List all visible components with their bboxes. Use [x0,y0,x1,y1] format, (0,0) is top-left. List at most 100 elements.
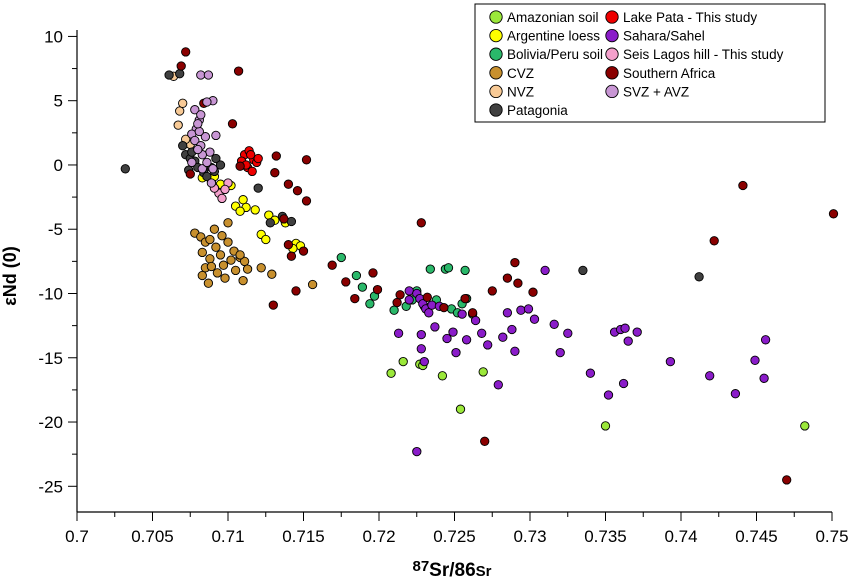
data-point [238,275,248,286]
legend-marker [489,28,503,43]
data-point [203,70,214,80]
data-point [430,322,440,332]
data-point [233,66,244,76]
x-tick-label: 0.72 [362,527,395,546]
legend-marker [605,28,619,43]
legend-marker [489,47,503,61]
data-point [176,61,186,71]
data-point [750,355,760,365]
y-tick-label: -25 [38,477,63,496]
data-point [437,371,448,381]
x-tick-label: 0.735 [584,527,627,546]
data-point [301,196,312,206]
data-point [448,327,458,337]
data-point [208,164,218,174]
data-point [267,269,277,279]
data-point [205,254,215,264]
data-point [196,110,206,120]
y-tick-label: 5 [54,92,63,111]
data-point [283,240,294,250]
data-point [235,250,245,260]
data-point [665,356,676,367]
data-point [368,268,378,278]
legend-label: Sahara/Sahel [623,29,705,44]
data-point [197,247,207,258]
data-point [392,297,402,308]
data-point [395,290,405,300]
data-point [181,47,191,57]
data-point [200,132,211,142]
x-tick-label: 0.74 [664,527,697,546]
data-point [226,255,236,265]
legend-label: Patagonia [507,103,568,118]
data-point [193,119,203,129]
data-point [307,279,318,290]
data-point [705,371,715,381]
data-point [279,214,289,224]
data-point [563,328,573,338]
data-point [211,153,221,164]
legend-label: CVZ [507,66,534,81]
x-tick-label: 0.715 [282,527,325,546]
data-point [620,323,630,333]
data-point [443,263,454,273]
data-point [470,315,481,326]
data-point [461,335,472,345]
legend-marker [489,66,503,80]
legend: Amazonian soil Argentine loess Bolivia/Per… [474,3,826,123]
data-point [227,119,238,129]
data-point [292,186,303,196]
data-point [510,257,520,268]
legend-marker [489,84,503,99]
data-point [457,309,467,319]
data-point [709,236,719,246]
data-point [218,260,229,270]
data-point [217,193,227,204]
legend-label: Southern Africa [623,66,716,81]
data-point [211,242,221,252]
legend-label: NVZ [507,84,534,99]
data-point [585,368,596,378]
data-point [507,324,517,335]
data-point [389,305,399,315]
data-point [425,264,435,274]
data-point [493,380,503,390]
data-point [513,278,523,288]
legend-marker [605,66,619,80]
data-point [202,157,212,168]
data-point [455,404,466,414]
data-point [502,308,513,318]
data-point [424,308,434,318]
data-point [467,308,478,318]
data-point [230,265,241,276]
data-point [238,195,248,205]
data-point [217,231,227,241]
data-point [416,344,426,354]
data-point [632,327,642,337]
data-point [253,153,263,164]
data-point [298,246,309,256]
data-point [253,183,263,193]
data-point [759,373,769,383]
data-point [398,356,408,367]
data-point [365,299,375,309]
data-point [247,166,257,177]
data-point [416,218,426,228]
legend-label: Argentine loess [507,29,600,44]
data-point [220,273,230,283]
data-point [341,277,351,287]
data-point [516,305,526,315]
data-point [223,218,233,228]
data-point [555,347,565,358]
y-tick-label: -5 [48,220,63,239]
data-point [730,389,741,399]
x-axis-title: 87Sr/86Sr [412,558,491,581]
data-point [235,206,245,216]
y-axis-title: εNd (0) [0,246,20,306]
x-tick-label: 0.705 [131,527,174,546]
x-tick-label: 0.75 [815,527,848,546]
data-point [782,475,792,485]
data-point [164,70,174,80]
data-point [351,270,362,281]
data-point [246,150,256,160]
